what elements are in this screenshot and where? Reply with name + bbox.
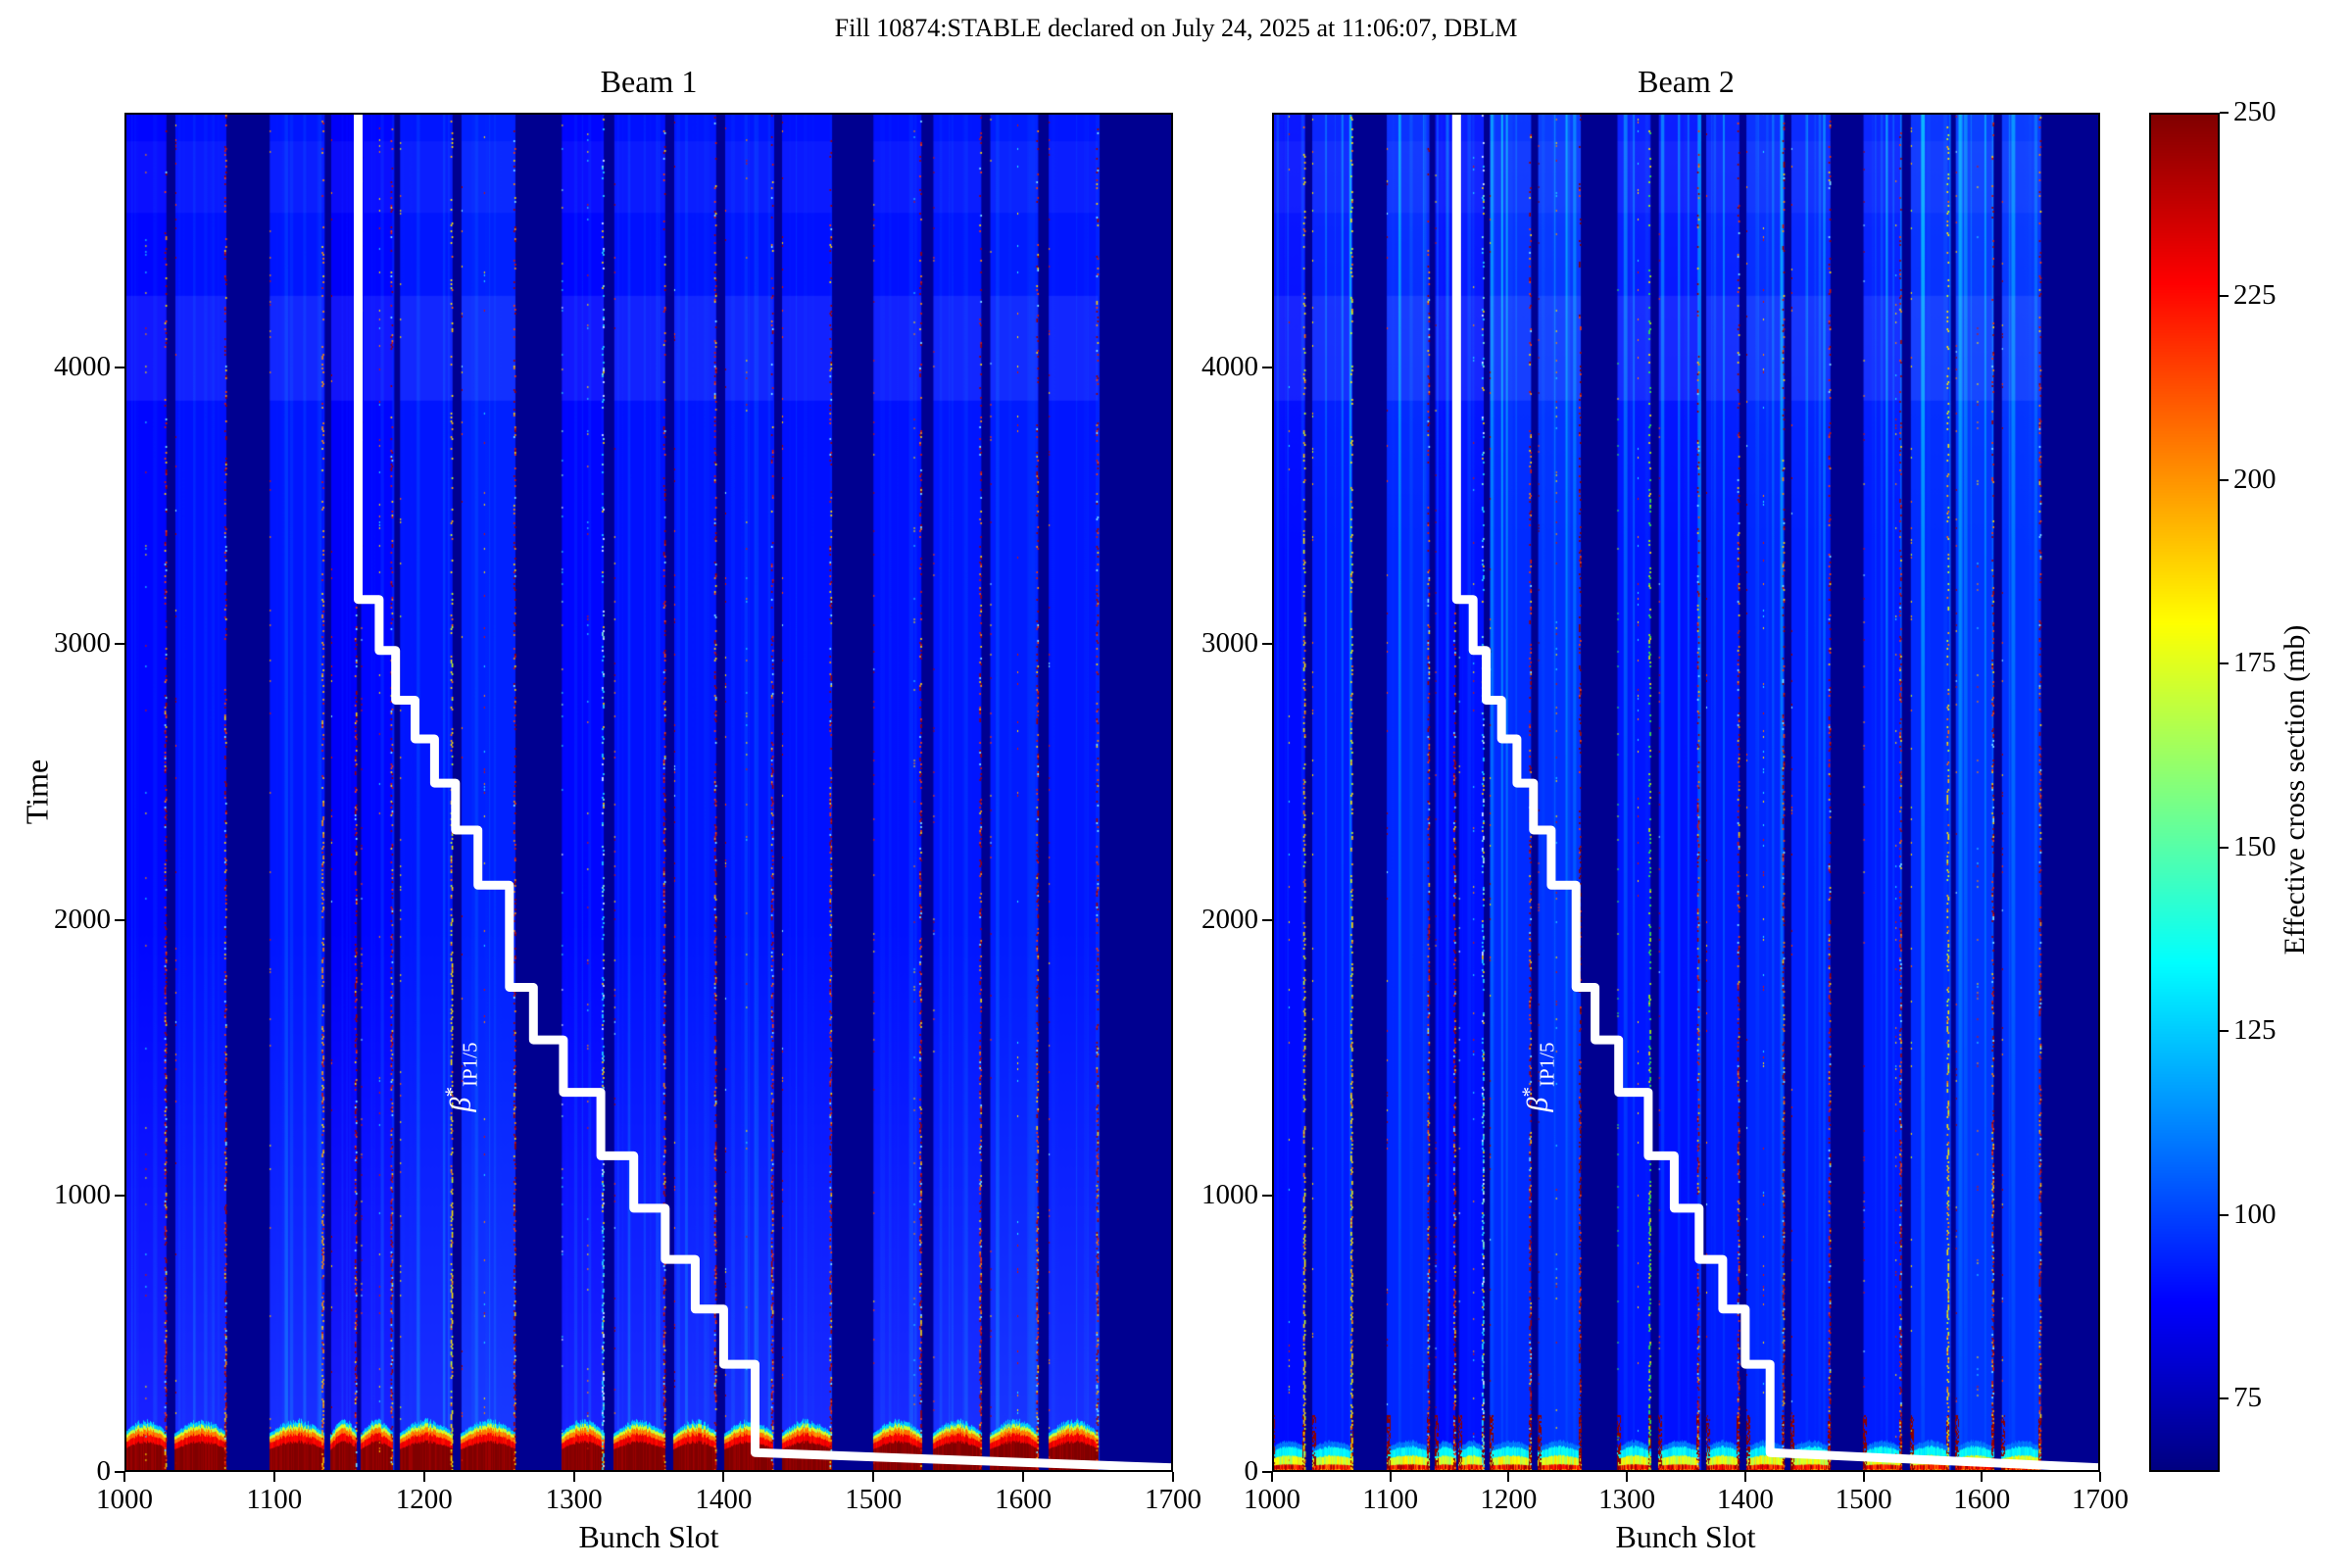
y-tick [1262, 1195, 1272, 1198]
beam1-beta-label: β*IP1/5 [440, 1042, 482, 1112]
x-tick-label: 1400 [1716, 1484, 1774, 1515]
x-tick-label: 1300 [545, 1484, 603, 1515]
x-tick [272, 1472, 275, 1482]
x-tick [1507, 1472, 1510, 1482]
y-tick [115, 1195, 124, 1198]
x-tick [1389, 1472, 1392, 1482]
beam1-heatmap [124, 113, 1173, 1472]
y-tick-label: 2000 [1201, 903, 1258, 935]
panel-beam1: Beam 1 β*IP1/5 1000 1100 1200 1300 1400 1500 1… [54, 64, 1201, 1515]
x-tick-label: 1700 [1145, 1484, 1201, 1515]
x-tick-label: 1000 [1244, 1484, 1300, 1515]
beam2-beta-label: β*IP1/5 [1517, 1042, 1559, 1112]
colorbar-tick [2220, 295, 2229, 298]
y-tick-label: 4000 [54, 351, 111, 383]
colorbar-gradient [2149, 113, 2220, 1472]
x-tick-label: 1000 [96, 1484, 153, 1515]
x-tick-label: 1100 [1362, 1484, 1419, 1515]
y-tick-label: 0 [96, 1455, 112, 1487]
colorbar: 250 225 200 175 150 125 100 75 [2149, 96, 2277, 1472]
beam1-x-axis-label: Bunch Slot [578, 1519, 719, 1554]
x-tick-label: 1500 [1835, 1484, 1892, 1515]
x-tick [1271, 1472, 1273, 1482]
colorbar-tick [2220, 478, 2229, 481]
y-tick [115, 1471, 124, 1473]
colorbar-tick [2220, 662, 2229, 665]
x-tick [1022, 1472, 1025, 1482]
x-tick-label: 1200 [395, 1484, 453, 1515]
figure-title: Fill 10874:STABLE declared on July 24, 2… [834, 14, 1518, 42]
y-tick [115, 918, 124, 921]
colorbar-label: Effective cross section (mb) [2278, 624, 2311, 956]
x-tick [872, 1472, 875, 1482]
x-tick-label: 1500 [845, 1484, 903, 1515]
y-tick-label: 3000 [1201, 626, 1258, 659]
x-tick-label: 1600 [995, 1484, 1053, 1515]
y-tick [1262, 1471, 1272, 1473]
colorbar-tick [2220, 112, 2229, 114]
colorbar-tick-label: 225 [2233, 279, 2277, 312]
y-axis-label-time: Time [19, 759, 55, 825]
x-tick [572, 1472, 575, 1482]
colorbar-tick-label: 250 [2233, 96, 2277, 127]
beam2-heatmap [1272, 113, 2100, 1472]
x-tick [1172, 1472, 1174, 1482]
panel-beam2: Beam 2 β*IP1/5 1000 1100 1200 1300 1400 1500 1… [1201, 64, 2129, 1515]
x-tick-label: 1600 [1953, 1484, 2011, 1515]
y-tick [115, 367, 124, 369]
x-tick [1626, 1472, 1629, 1482]
colorbar-tick-label: 100 [2233, 1198, 2277, 1230]
y-tick [115, 642, 124, 645]
x-tick-label: 1300 [1598, 1484, 1656, 1515]
y-tick-label: 2000 [54, 903, 111, 935]
x-tick-label: 1200 [1480, 1484, 1538, 1515]
x-tick [722, 1472, 725, 1482]
x-tick [1862, 1472, 1865, 1482]
y-tick [1262, 642, 1272, 645]
colorbar-tick-label: 75 [2233, 1382, 2262, 1414]
y-tick-label: 0 [1244, 1455, 1259, 1487]
y-tick-label: 3000 [54, 626, 111, 659]
x-tick [2099, 1472, 2101, 1482]
colorbar-tick-label: 175 [2233, 647, 2277, 679]
y-tick-label: 1000 [54, 1179, 111, 1211]
x-tick-label: 1100 [246, 1484, 303, 1515]
x-tick-label: 1700 [2072, 1484, 2129, 1515]
x-tick [1981, 1472, 1984, 1482]
x-tick [422, 1472, 425, 1482]
colorbar-tick [2220, 846, 2229, 849]
colorbar-tick [2220, 1030, 2229, 1033]
x-tick [123, 1472, 125, 1482]
beam1-title: Beam 1 [600, 64, 698, 99]
beam2-x-axis-label: Bunch Slot [1615, 1519, 1756, 1554]
y-tick [1262, 367, 1272, 369]
beam2-title: Beam 2 [1638, 64, 1735, 99]
y-tick [1262, 918, 1272, 921]
y-tick-label: 4000 [1201, 351, 1258, 383]
colorbar-tick-label: 200 [2233, 463, 2277, 495]
x-tick [1743, 1472, 1746, 1482]
x-tick-label: 1400 [695, 1484, 753, 1515]
colorbar-tick-label: 125 [2233, 1014, 2277, 1047]
colorbar-tick-label: 150 [2233, 830, 2277, 862]
colorbar-tick [2220, 1213, 2229, 1216]
y-tick-label: 1000 [1201, 1179, 1258, 1211]
colorbar-tick [2220, 1397, 2229, 1400]
